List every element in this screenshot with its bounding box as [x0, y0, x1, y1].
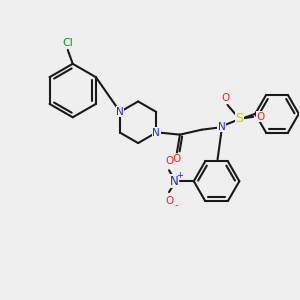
Text: N: N	[116, 107, 124, 117]
Text: N: N	[218, 122, 225, 132]
Text: O: O	[165, 156, 173, 167]
Text: N: N	[152, 128, 160, 138]
Text: O: O	[221, 93, 230, 103]
Text: S: S	[236, 112, 243, 125]
Text: -: -	[174, 200, 178, 210]
Text: O: O	[173, 154, 181, 164]
Text: O: O	[165, 196, 173, 206]
Text: O: O	[256, 112, 264, 122]
Text: +: +	[176, 171, 183, 180]
Text: N: N	[169, 175, 178, 188]
Text: Cl: Cl	[62, 38, 73, 48]
